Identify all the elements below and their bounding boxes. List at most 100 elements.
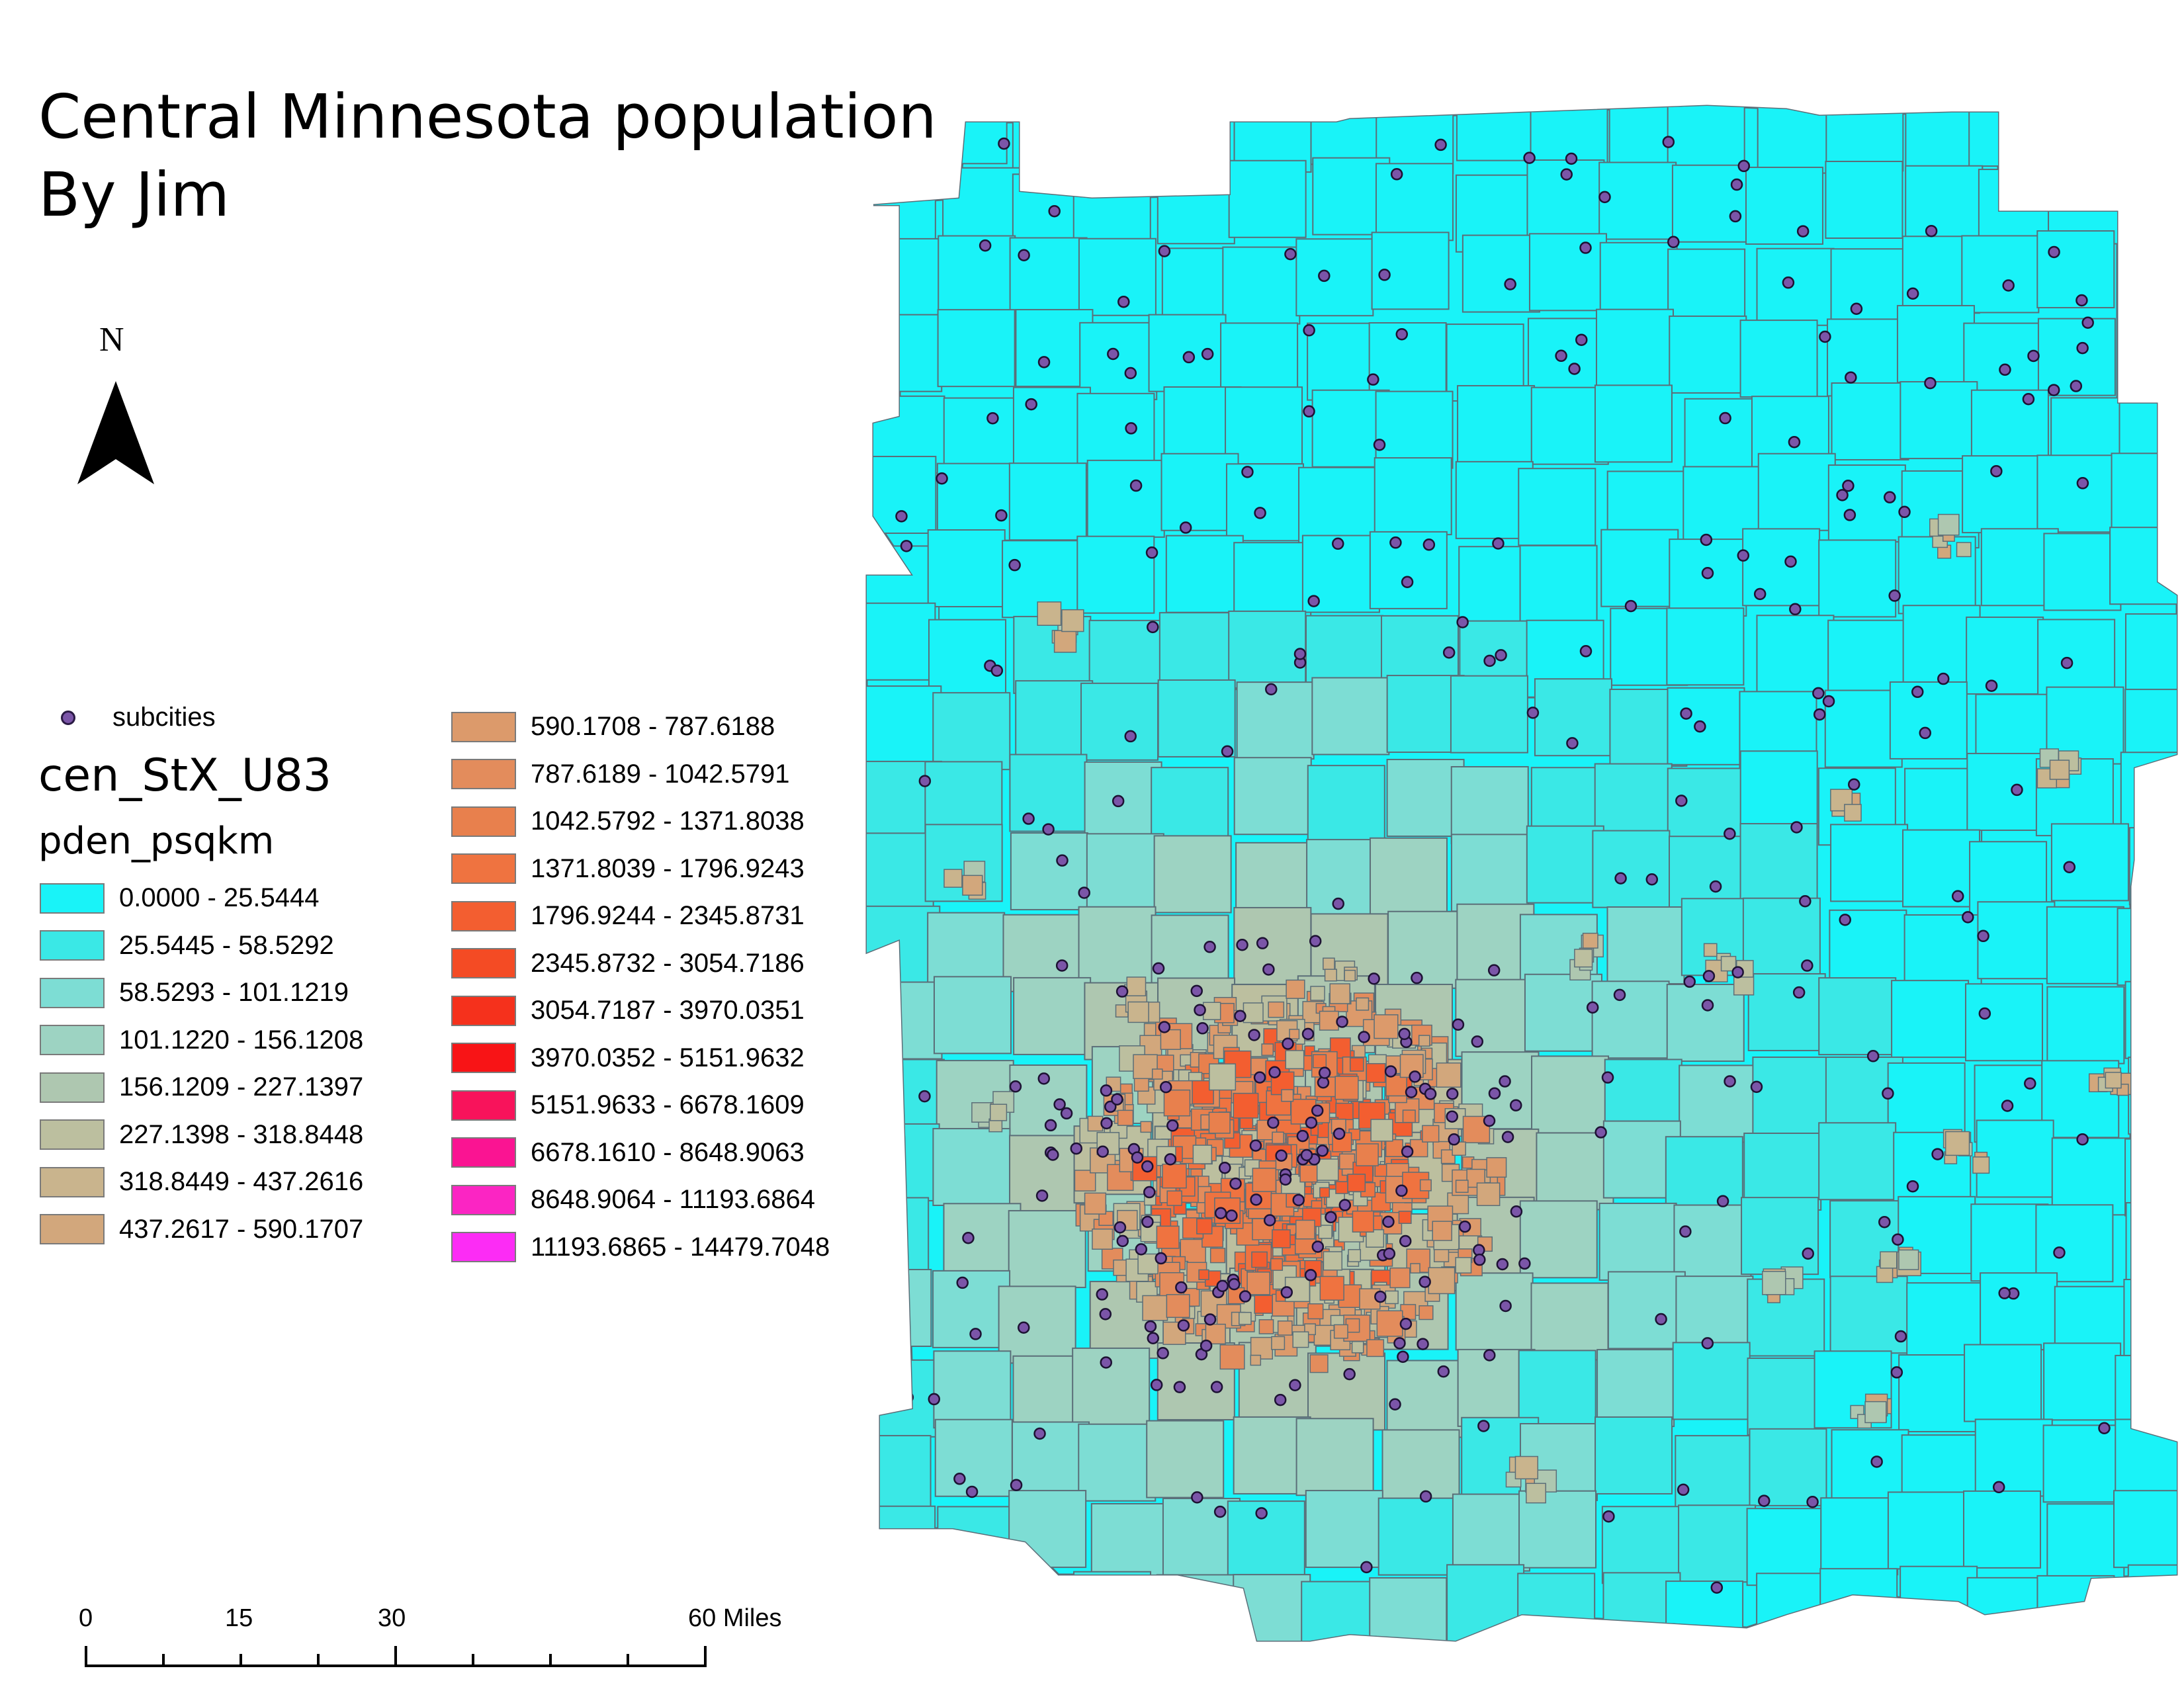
subcity-point [1701, 566, 1714, 580]
legend-class-18: 8648.9064 - 11193.6864 [451, 1176, 830, 1224]
township-cell [1008, 1210, 1086, 1289]
town-tract [1053, 630, 1077, 653]
subcity-point [1234, 1010, 1246, 1022]
urban-tract [1419, 1179, 1432, 1191]
township-cell [1752, 1057, 1831, 1135]
urban-tract [1084, 1192, 1107, 1215]
township-cell [1086, 459, 1165, 538]
township-cell [2037, 619, 2116, 697]
township-cell [2043, 533, 2122, 611]
subcity-point [1924, 376, 1937, 390]
township-cell [1968, 106, 2047, 167]
township-cell [867, 981, 943, 1060]
urban-tract [1268, 1001, 1285, 1018]
township-cell [2118, 382, 2177, 460]
township-cell [941, 1580, 1020, 1641]
subcity-point [2070, 380, 2083, 392]
town-tract [1582, 932, 1598, 949]
subcity-point [1389, 1398, 1401, 1411]
subcity-point [1141, 1160, 1154, 1173]
township-cell [1519, 544, 1598, 623]
township-cell [1739, 320, 1818, 398]
township-cell [932, 692, 1011, 771]
township-cell [2121, 234, 2177, 313]
subcity-point [965, 1485, 979, 1498]
township-cell [1305, 1490, 1383, 1569]
town-tract [1344, 969, 1356, 982]
subcity-point [1033, 1427, 1046, 1440]
township-cell [867, 314, 943, 392]
township-cell [1962, 455, 2040, 534]
township-cell [1530, 1282, 1609, 1361]
township-cell [1311, 677, 1390, 756]
township-cell [1158, 612, 1237, 691]
subcity-point [1801, 959, 1813, 972]
township-cell [1673, 1204, 1752, 1283]
subcity-point [2053, 1246, 2066, 1259]
township-cell [2117, 908, 2177, 986]
subcity-point [1518, 1257, 1531, 1270]
urban-tract [1286, 979, 1305, 999]
subcity-point [1495, 649, 1507, 662]
township-cell [1090, 1502, 1169, 1581]
township-cell [1600, 529, 1679, 607]
subcity-point [1393, 1337, 1406, 1350]
legend-class-label: 3970.0352 - 5151.9632 [531, 1043, 805, 1072]
subcity-point [1680, 707, 1692, 720]
urban-tract [1385, 1074, 1407, 1097]
township-cell [1747, 973, 1826, 1051]
township-cell [1160, 106, 1239, 171]
subcity-point [998, 137, 1010, 150]
subcity-point [1931, 1148, 1944, 1160]
subcity-point [1483, 1349, 1496, 1362]
urban-tract [1455, 1180, 1469, 1193]
township-cell [2124, 980, 2177, 1059]
subcity-point [1395, 1184, 1408, 1197]
urban-tract [1335, 1102, 1354, 1121]
subcity-point [953, 1473, 966, 1485]
township-cell [867, 1123, 940, 1201]
urban-tract [1117, 1109, 1134, 1126]
urban-tract [1258, 1319, 1274, 1334]
township-cell [1741, 1197, 1819, 1276]
subcity-point [1378, 269, 1391, 281]
subcity-point [1724, 1075, 1736, 1088]
urban-tract [1352, 1210, 1374, 1233]
subcity-point [1998, 1287, 2011, 1299]
subcity-point [1124, 367, 1137, 380]
town-tract [1720, 955, 1737, 972]
urban-tract [1309, 1354, 1329, 1373]
township-cell [1300, 1649, 1377, 1667]
subcity-point [1267, 1116, 1280, 1129]
subcity-point [1487, 964, 1501, 976]
township-cell [1594, 384, 1673, 463]
township-cell [2050, 823, 2129, 902]
subcity-point [1035, 1190, 1049, 1202]
legend-class-label: 2345.8732 - 3054.7186 [531, 948, 805, 978]
subcity-point [1836, 489, 1849, 501]
subcity-point [1125, 422, 1137, 435]
subcity-point [2076, 1133, 2089, 1146]
township-cell [2036, 454, 2115, 533]
subcity-point [1144, 1320, 1157, 1333]
township-cell [1450, 765, 1529, 844]
township-cell [1298, 466, 1377, 545]
town-tract [1323, 957, 1335, 971]
urban-tract [1243, 1002, 1264, 1023]
township-cell [943, 397, 1022, 476]
township-cell [1966, 1577, 2045, 1641]
township-cell [1970, 389, 2049, 468]
township-cell [1818, 1122, 1897, 1201]
subcity-point [1822, 695, 1835, 708]
subcity-point [1884, 491, 1896, 503]
township-cell [1974, 1418, 2053, 1497]
town-tract [1126, 976, 1147, 996]
legend-swatch [451, 1232, 516, 1263]
township-cell [1153, 835, 1232, 914]
township-cell [1684, 1653, 1761, 1667]
subcity-point [1719, 411, 1731, 425]
township-cell [2046, 906, 2124, 984]
legend-swatch [451, 900, 516, 931]
subcity-point [918, 1090, 931, 1103]
urban-tract [1370, 1119, 1393, 1142]
